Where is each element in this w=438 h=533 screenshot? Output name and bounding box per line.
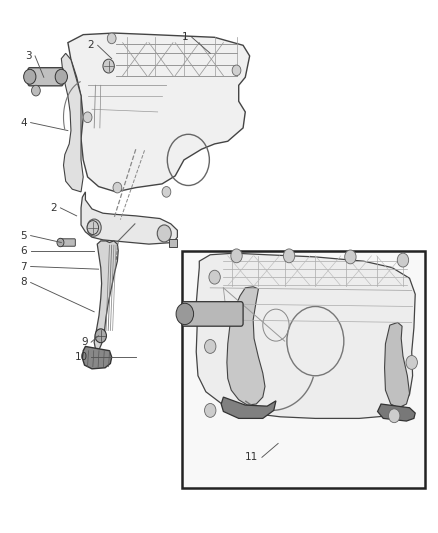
Circle shape xyxy=(107,33,116,44)
Circle shape xyxy=(205,340,216,353)
Bar xyxy=(182,251,425,488)
Polygon shape xyxy=(227,287,265,405)
Circle shape xyxy=(95,329,106,343)
Text: 2: 2 xyxy=(88,41,94,50)
Circle shape xyxy=(57,238,64,247)
Polygon shape xyxy=(385,322,410,408)
FancyBboxPatch shape xyxy=(182,302,243,326)
Circle shape xyxy=(32,85,40,96)
Polygon shape xyxy=(221,397,276,418)
Circle shape xyxy=(87,219,101,236)
Text: 3: 3 xyxy=(25,51,32,61)
Bar xyxy=(169,239,177,247)
Text: 11: 11 xyxy=(245,453,258,462)
Circle shape xyxy=(157,225,171,242)
Text: 7: 7 xyxy=(21,262,27,271)
Text: 10: 10 xyxy=(74,352,88,362)
Circle shape xyxy=(87,221,99,235)
Circle shape xyxy=(406,356,417,369)
Circle shape xyxy=(55,69,67,84)
Circle shape xyxy=(345,250,356,264)
Circle shape xyxy=(283,249,295,263)
Circle shape xyxy=(103,59,114,73)
Text: 4: 4 xyxy=(21,118,27,127)
Circle shape xyxy=(209,270,220,284)
Text: 2: 2 xyxy=(50,203,57,213)
Text: 9: 9 xyxy=(81,337,88,347)
Polygon shape xyxy=(82,346,112,369)
Circle shape xyxy=(205,403,216,417)
Circle shape xyxy=(397,253,409,267)
Text: 5: 5 xyxy=(21,231,27,240)
Polygon shape xyxy=(68,33,250,192)
Circle shape xyxy=(113,182,122,193)
Circle shape xyxy=(176,303,194,325)
Circle shape xyxy=(24,69,36,84)
Text: 1: 1 xyxy=(182,33,188,42)
Circle shape xyxy=(231,249,242,263)
Polygon shape xyxy=(61,53,83,192)
Polygon shape xyxy=(378,404,415,421)
Circle shape xyxy=(389,409,400,423)
Circle shape xyxy=(232,65,241,76)
FancyBboxPatch shape xyxy=(60,239,75,246)
Polygon shape xyxy=(81,192,177,244)
Polygon shape xyxy=(94,241,118,351)
FancyBboxPatch shape xyxy=(28,68,63,86)
Circle shape xyxy=(162,187,171,197)
Circle shape xyxy=(83,112,92,123)
Polygon shape xyxy=(196,253,415,418)
Text: 6: 6 xyxy=(21,246,27,255)
Text: 8: 8 xyxy=(21,278,27,287)
